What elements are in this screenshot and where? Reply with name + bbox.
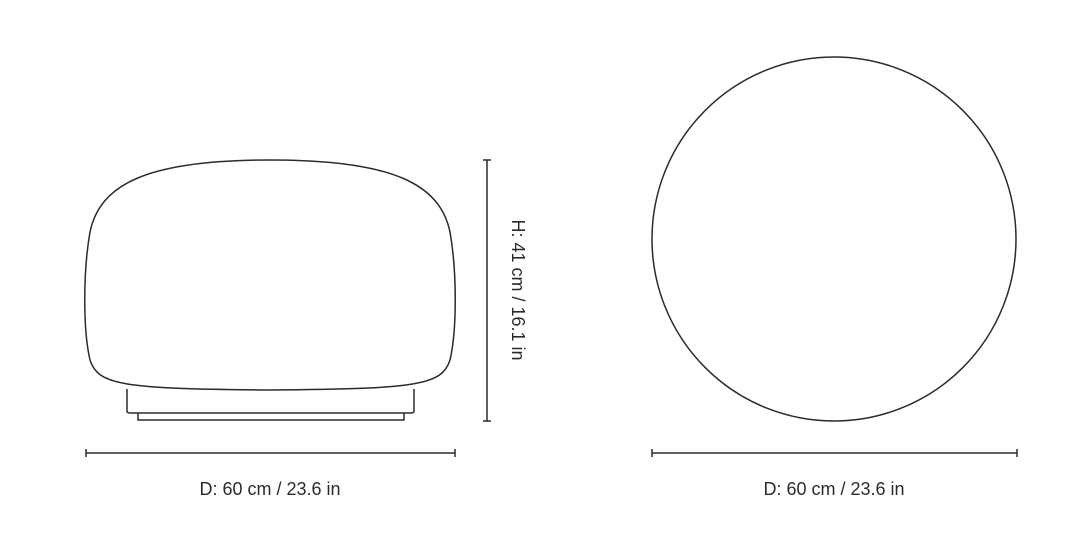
diameter-label: D: 60 cm / 23.6 in bbox=[763, 479, 904, 499]
pouf-cushion-outline bbox=[84, 159, 456, 391]
width-dimension-line bbox=[85, 449, 456, 457]
diameter-dimension-line bbox=[651, 449, 1018, 457]
side-view-pouf bbox=[84, 159, 456, 421]
height-dimension-line bbox=[483, 159, 491, 422]
pouf-base-outline bbox=[126, 389, 415, 414]
top-view-circle bbox=[651, 56, 1017, 422]
width-label: D: 60 cm / 23.6 in bbox=[199, 479, 340, 499]
pouf-plinth-outline bbox=[137, 413, 405, 421]
height-label: H: 41 cm / 16.1 in bbox=[508, 219, 528, 360]
